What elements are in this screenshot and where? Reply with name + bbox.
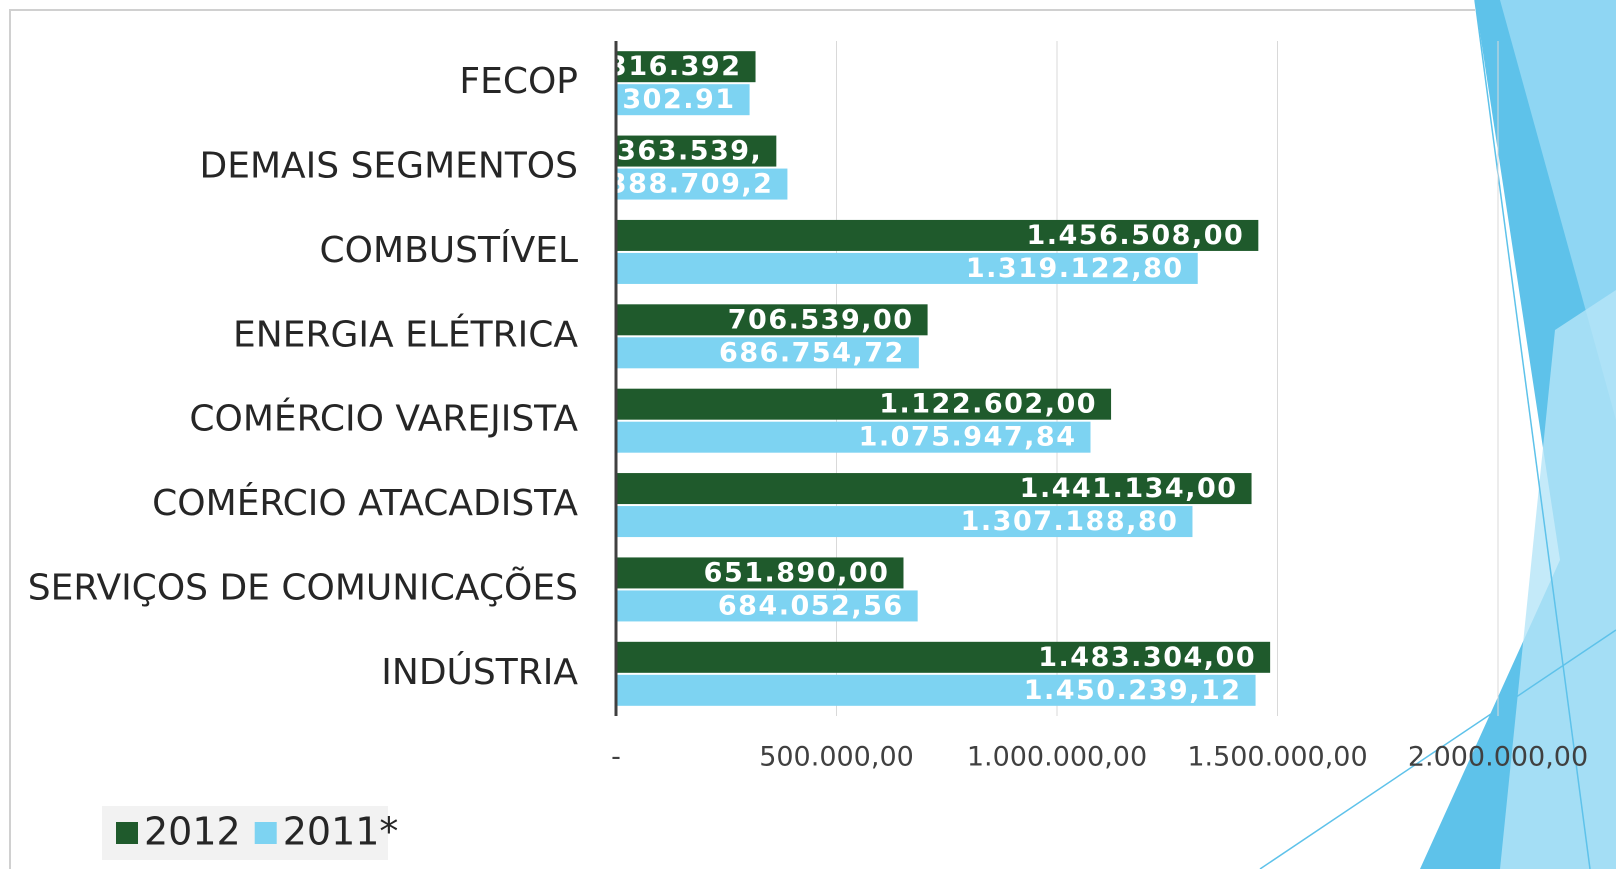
legend-swatch <box>254 822 277 844</box>
bar <box>616 252 1198 284</box>
x-tick-label: 2.000.000,00 <box>1408 742 1588 773</box>
category-label: ENERGIA ELÉTRICA <box>233 313 578 355</box>
value-label: 684.052,56 <box>718 590 904 621</box>
value-label: 1.075.947,84 <box>859 422 1077 453</box>
value-label: 1.319.122,80 <box>966 253 1184 284</box>
x-tick-label: 1.000.000,00 <box>967 742 1147 773</box>
x-tick-label: - <box>611 742 621 773</box>
bar <box>616 168 788 200</box>
bar <box>616 135 777 167</box>
decor <box>1259 629 1616 869</box>
category-label: FECOP <box>459 61 578 102</box>
bar <box>616 304 928 336</box>
legend-label: 2012 <box>144 810 241 854</box>
value-label: 1.307.188,80 <box>961 506 1179 537</box>
bar <box>616 51 756 83</box>
bar <box>616 641 1271 673</box>
decor <box>1474 0 1591 869</box>
value-label: 363.539, <box>617 136 762 167</box>
value-label: 302.91 <box>622 84 735 115</box>
bar <box>616 84 750 116</box>
value-label: 1.441.134,00 <box>1020 473 1238 504</box>
category-label: COMBUSTÍVEL <box>320 229 578 271</box>
bar <box>616 674 1256 706</box>
value-label: 1.122.602,00 <box>879 389 1097 420</box>
category-label: SERVIÇOS DE COMUNICAÇÕES <box>28 566 578 608</box>
category-label: INDÚSTRIA <box>381 651 578 693</box>
bar <box>616 219 1259 251</box>
frame <box>9 9 1475 869</box>
x-tick-label: 1.500.000,00 <box>1187 742 1367 773</box>
category-label: COMÉRCIO VAREJISTA <box>189 398 578 440</box>
value-label: 388.709,2 <box>608 169 774 200</box>
value-label: 1.450.239,12 <box>1024 675 1242 706</box>
bar <box>616 590 918 622</box>
value-label: 316.392 <box>608 51 741 82</box>
value-label: 651.890,00 <box>704 557 890 588</box>
legend-box <box>102 806 388 860</box>
bar <box>616 337 919 369</box>
x-tick-label: 500.000,00 <box>759 742 914 773</box>
category-label: COMÉRCIO ATACADISTA <box>152 482 578 524</box>
legend-swatch <box>116 822 138 844</box>
category-label: DEMAIS SEGMENTOS <box>200 146 578 187</box>
value-label: 706.539,00 <box>728 304 914 335</box>
bar <box>616 506 1193 538</box>
value-label: 1.456.508,00 <box>1026 220 1244 251</box>
bar <box>616 421 1091 453</box>
value-label: 1.483.304,00 <box>1038 642 1256 673</box>
bar <box>616 388 1112 420</box>
value-label: 686.754,72 <box>719 337 905 368</box>
bar <box>616 473 1252 505</box>
legend-label: 2011* <box>283 810 399 854</box>
decor <box>1500 290 1616 869</box>
bar <box>616 557 904 589</box>
